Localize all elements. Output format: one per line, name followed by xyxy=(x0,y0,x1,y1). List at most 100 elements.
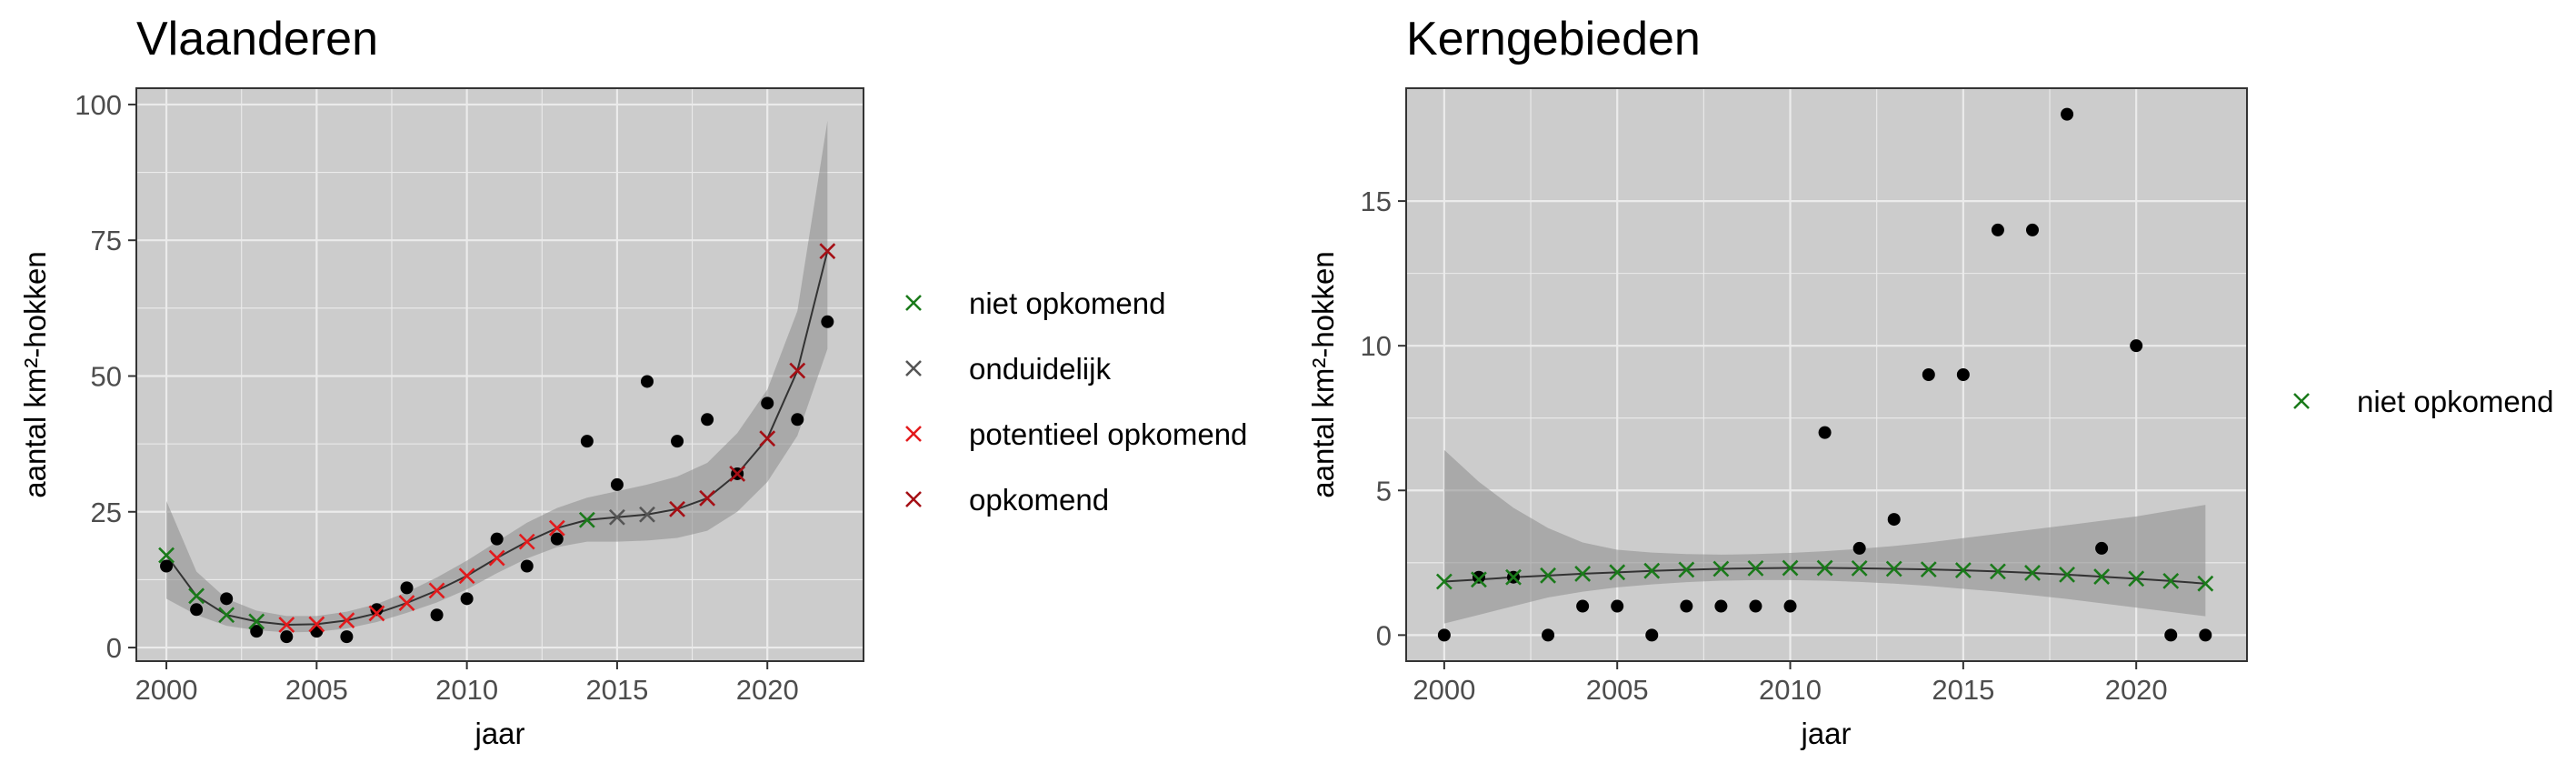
fitted-point xyxy=(1540,567,1556,584)
fitted-point xyxy=(639,506,655,523)
y-tick-label: 0 xyxy=(1376,619,1392,651)
plot-background xyxy=(136,88,864,661)
fitted-point xyxy=(2197,575,2214,592)
legend-marker xyxy=(2293,393,2310,409)
observed-point xyxy=(1611,599,1624,613)
legend-marker xyxy=(905,491,922,507)
observed-point xyxy=(1437,628,1451,642)
legend-marker xyxy=(905,295,922,311)
x-tick-label: 2015 xyxy=(585,674,648,706)
observed-point xyxy=(1887,513,1901,527)
observed-point xyxy=(610,477,624,491)
chart-title: Vlaanderen xyxy=(136,13,378,65)
observed-point xyxy=(1680,599,1693,613)
fitted-point xyxy=(398,595,415,612)
chart-kerngebieden: Kerngebieden 2000 2005 2010 2015 2020051015 … xyxy=(1306,13,2553,750)
observed-point xyxy=(821,315,834,328)
y-tick-label: 15 xyxy=(1361,186,1392,217)
observed-point xyxy=(671,435,684,448)
fitted-point xyxy=(1609,564,1626,581)
legend: niet opkomend xyxy=(2293,385,2553,418)
y-tick-label: 0 xyxy=(106,632,122,664)
observed-point xyxy=(160,559,174,573)
observed-point xyxy=(2061,107,2074,121)
fitted-point xyxy=(819,243,836,260)
observed-point xyxy=(1645,628,1659,642)
observed-point xyxy=(1818,426,1832,439)
x-tick-label: 2010 xyxy=(1759,674,1822,706)
x-tick-label: 2020 xyxy=(736,674,799,706)
legend-label: onduidelijk xyxy=(969,352,1111,386)
fitted-point xyxy=(218,607,235,624)
observed-point xyxy=(370,603,384,617)
fitted-point xyxy=(1816,559,1833,577)
fitted-point xyxy=(1471,571,1487,588)
observed-point xyxy=(761,397,774,410)
observed-point xyxy=(2199,628,2212,642)
fitted-point xyxy=(669,500,685,517)
observed-point xyxy=(520,559,534,573)
x-tick-label: 2005 xyxy=(285,674,348,706)
observed-point xyxy=(490,532,504,546)
observed-point xyxy=(1714,599,1728,613)
legend-label: niet opkomend xyxy=(2357,385,2553,418)
fitted-point xyxy=(1435,573,1453,590)
fitted-point xyxy=(1747,559,1764,577)
legend: niet opkomend onduidelijk potentieel opkom… xyxy=(905,286,1247,517)
fitted-point xyxy=(1782,559,1799,577)
fitted-point xyxy=(428,582,445,599)
fitted-point xyxy=(188,587,205,605)
fitted-point xyxy=(2162,572,2180,589)
legend-label: opkomend xyxy=(969,483,1109,517)
observed-point xyxy=(460,592,474,606)
observed-point xyxy=(1472,570,1485,584)
fitted-point xyxy=(578,511,595,528)
fitted-point xyxy=(699,489,716,507)
x-axis-title: jaar xyxy=(474,717,524,750)
observed-point xyxy=(1576,599,1590,613)
observed-point xyxy=(640,375,654,388)
fitted-point xyxy=(368,605,385,622)
fitted-point xyxy=(1851,559,1868,577)
fitted-point xyxy=(789,362,806,379)
fitted-point xyxy=(458,567,475,585)
y-tick-label: 10 xyxy=(1361,330,1392,362)
fitted-point xyxy=(1990,563,2006,580)
fitted-point xyxy=(609,508,625,526)
fitted-point xyxy=(248,613,265,630)
observed-point xyxy=(280,630,294,644)
observed-point xyxy=(220,592,234,606)
observed-point xyxy=(400,581,414,595)
observed-point xyxy=(1749,599,1762,613)
x-tick-label: 2005 xyxy=(1586,674,1649,706)
fitted-point xyxy=(1954,562,1972,579)
observed-point xyxy=(340,630,354,644)
observed-point xyxy=(1991,223,2004,236)
legend-marker xyxy=(905,360,922,376)
observed-point xyxy=(701,413,714,427)
observed-point xyxy=(1542,628,1555,642)
fitted-point xyxy=(2024,565,2041,581)
fitted-point xyxy=(2128,570,2145,587)
observed-point xyxy=(1922,368,1935,381)
fitted-point xyxy=(308,616,325,633)
fitted-point xyxy=(1643,562,1661,579)
fitted-point xyxy=(2093,568,2111,586)
observed-point xyxy=(190,603,204,617)
confidence-band xyxy=(166,120,828,633)
fitted-point xyxy=(278,617,295,633)
observed-point xyxy=(1956,368,1970,381)
observed-point xyxy=(550,532,564,546)
chart-title: Kerngebieden xyxy=(1406,13,1701,65)
confidence-band xyxy=(1443,449,2206,624)
observed-point xyxy=(2025,223,2039,236)
x-tick-label: 2000 xyxy=(135,674,198,706)
observed-point xyxy=(250,625,264,638)
plot-border xyxy=(1405,87,2248,662)
fitted-point xyxy=(1505,568,1522,586)
fitted-point xyxy=(1920,561,1937,578)
fitted-point xyxy=(1574,565,1592,582)
legend-label: potentieel opkomend xyxy=(969,417,1247,451)
fitted-point xyxy=(518,533,535,550)
observed-point xyxy=(2095,541,2109,555)
